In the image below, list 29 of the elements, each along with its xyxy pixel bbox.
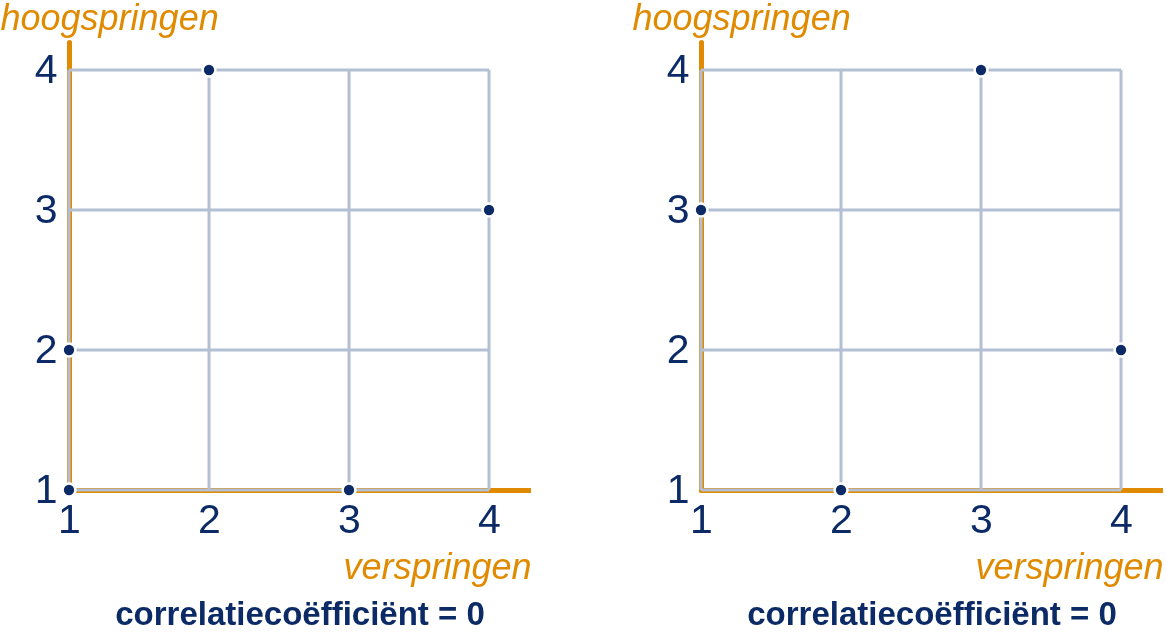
point: [61, 482, 77, 498]
y-tick-label: 1: [666, 465, 690, 512]
y-tick-label: 3: [34, 185, 58, 232]
y-axis-title: hoogspringen: [632, 0, 851, 38]
point: [973, 62, 989, 78]
point: [833, 482, 849, 498]
point: [201, 62, 217, 78]
y-tick-label: 1: [34, 465, 58, 512]
point: [693, 202, 709, 218]
y-tick-label: 2: [34, 325, 58, 372]
y-tick-label: 4: [666, 45, 690, 92]
x-axis-title: verspringen: [975, 545, 1164, 587]
y-tick-label: 2: [666, 325, 690, 372]
x-tick-label: 4: [478, 495, 501, 542]
y-tick-label: 4: [34, 45, 58, 92]
y-axis-title: hoogspringen: [0, 0, 219, 38]
x-tick-label: 2: [198, 495, 221, 542]
x-tick-label: 2: [830, 495, 853, 542]
x-tick-label: 3: [338, 495, 361, 542]
point: [481, 202, 497, 218]
text: correlatiecoëfficiënt = 0: [747, 595, 1117, 632]
x-axis-title: verspringen: [343, 545, 532, 587]
x-tick-label: 4: [1110, 495, 1133, 542]
point: [61, 342, 77, 358]
point: [341, 482, 357, 498]
x-tick-label: 3: [970, 495, 993, 542]
text: correlatiecoëfficiënt = 0: [115, 595, 485, 632]
point: [1113, 342, 1129, 358]
y-tick-label: 3: [666, 185, 690, 232]
